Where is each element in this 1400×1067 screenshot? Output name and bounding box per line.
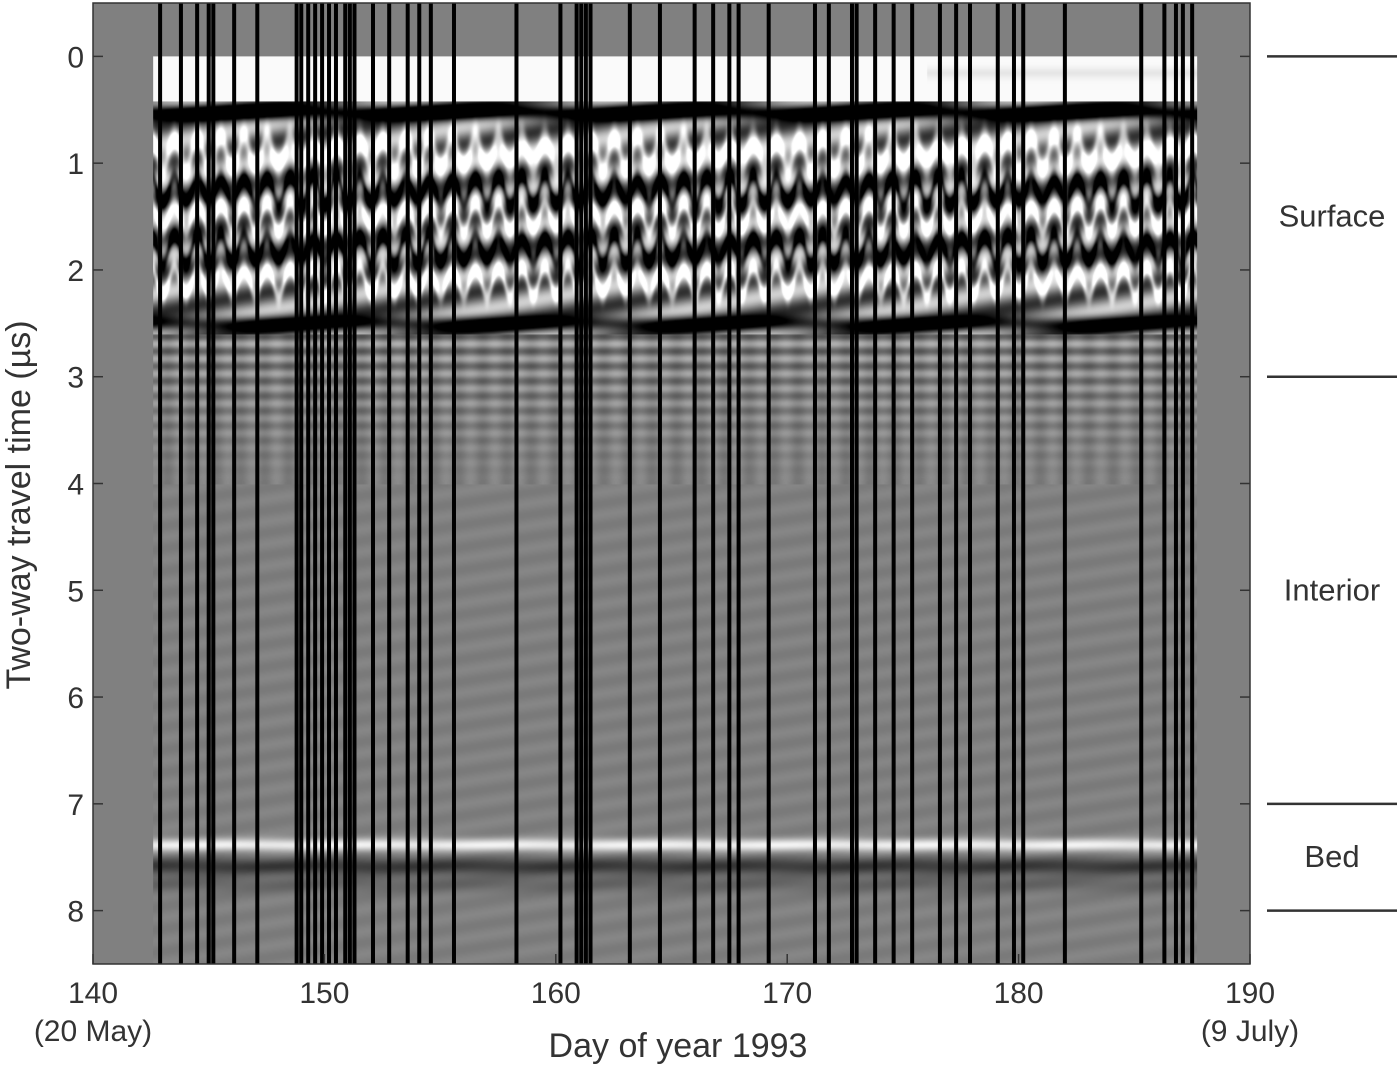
data-gap-line bbox=[711, 3, 716, 964]
data-gap-line bbox=[826, 3, 831, 964]
plot-area bbox=[92, 2, 1251, 965]
data-gap-line bbox=[583, 3, 588, 964]
data-gap-line bbox=[1190, 3, 1195, 964]
data-gap-line bbox=[158, 3, 163, 964]
data-gap-line bbox=[579, 3, 584, 964]
data-gap-line bbox=[627, 3, 632, 964]
y-axis: 0 1 2 3 4 5 6 7 8 bbox=[67, 41, 1250, 929]
data-gap-line bbox=[1173, 3, 1178, 964]
x-tick-label: 190 bbox=[1225, 977, 1275, 1010]
x-tick-label: 150 bbox=[299, 977, 349, 1010]
data-gap-line bbox=[937, 3, 942, 964]
data-gap-line bbox=[657, 3, 662, 964]
data-gap-line bbox=[558, 3, 563, 964]
data-gap-line bbox=[232, 3, 237, 964]
y-tick-label: 1 bbox=[67, 148, 84, 181]
data-gap-line bbox=[178, 3, 183, 964]
data-gap-line bbox=[849, 3, 854, 964]
x-tick-label: 170 bbox=[762, 977, 812, 1010]
data-gap-line bbox=[387, 3, 392, 964]
data-gap-line bbox=[206, 3, 211, 964]
y-tick-label: 6 bbox=[67, 682, 84, 715]
y-tick-label: 0 bbox=[67, 41, 84, 74]
data-gap-line bbox=[313, 3, 318, 964]
data-gap-line bbox=[195, 3, 200, 964]
data-gap-line bbox=[417, 3, 422, 964]
y-tick-label: 4 bbox=[67, 469, 84, 502]
data-gap-line bbox=[574, 3, 579, 964]
zone-label: Bed bbox=[1304, 839, 1359, 874]
data-gap-line bbox=[968, 3, 973, 964]
x-tick-label: 160 bbox=[531, 977, 581, 1010]
data-gap-line bbox=[343, 3, 348, 964]
data-gap-line bbox=[306, 3, 311, 964]
data-gap-line bbox=[692, 3, 697, 964]
data-gap-line bbox=[873, 3, 878, 964]
data-gap-line bbox=[405, 3, 410, 964]
x-axis-label: Day of year 1993 bbox=[549, 1027, 808, 1065]
data-gap-line bbox=[588, 3, 593, 964]
y-tick-label: 8 bbox=[67, 896, 84, 929]
data-gap-line bbox=[299, 3, 304, 964]
data-gap-line bbox=[1062, 3, 1067, 964]
y-axis-label: Two-way travel time (µs) bbox=[0, 320, 38, 689]
zone-label: Surface bbox=[1279, 199, 1386, 234]
data-gap-line bbox=[347, 3, 352, 964]
data-gap-line bbox=[428, 3, 433, 964]
data-gap-line bbox=[352, 3, 357, 964]
data-gap-line bbox=[1021, 3, 1026, 964]
data-gap-line bbox=[727, 3, 732, 964]
x-tick-sublabel: (20 May) bbox=[34, 1015, 152, 1048]
y-tick-label: 2 bbox=[67, 255, 84, 288]
data-gap-line bbox=[910, 3, 915, 964]
zone-label: Interior bbox=[1284, 572, 1380, 607]
data-gap-line bbox=[736, 3, 741, 964]
data-gap-line bbox=[327, 3, 332, 964]
x-axis: 140 (20 May) 150 160 170 180 190 (9 July) bbox=[34, 954, 1299, 1048]
x-tick-label: 180 bbox=[994, 977, 1044, 1010]
y-tick-label: 5 bbox=[67, 575, 84, 608]
y-tick-label: 7 bbox=[67, 789, 84, 822]
data-gap-line bbox=[211, 3, 216, 964]
y-tick-label: 3 bbox=[67, 362, 84, 395]
data-gap-line bbox=[1011, 3, 1016, 964]
data-gap-lines bbox=[158, 3, 1195, 964]
data-gap-line bbox=[954, 3, 959, 964]
data-gap-line bbox=[1180, 3, 1185, 964]
data-gap-line bbox=[854, 3, 859, 964]
data-gap-line bbox=[294, 3, 299, 964]
data-gap-line bbox=[995, 3, 1000, 964]
data-gap-line bbox=[514, 3, 519, 964]
data-gap-line bbox=[766, 3, 771, 964]
zone-annotations: Surface Interior Bed bbox=[1267, 55, 1397, 912]
data-gap-line bbox=[1139, 3, 1144, 964]
x-tick-sublabel: (9 July) bbox=[1201, 1015, 1299, 1048]
data-gap-line bbox=[320, 3, 325, 964]
x-tick-label: 140 bbox=[68, 977, 118, 1010]
data-gap-line bbox=[812, 3, 817, 964]
data-gap-line bbox=[451, 3, 456, 964]
data-gap-line bbox=[370, 3, 375, 964]
data-gap-line bbox=[1162, 3, 1167, 964]
data-gap-line bbox=[333, 3, 338, 964]
data-gap-line bbox=[891, 3, 896, 964]
data-gap-line bbox=[255, 3, 260, 964]
